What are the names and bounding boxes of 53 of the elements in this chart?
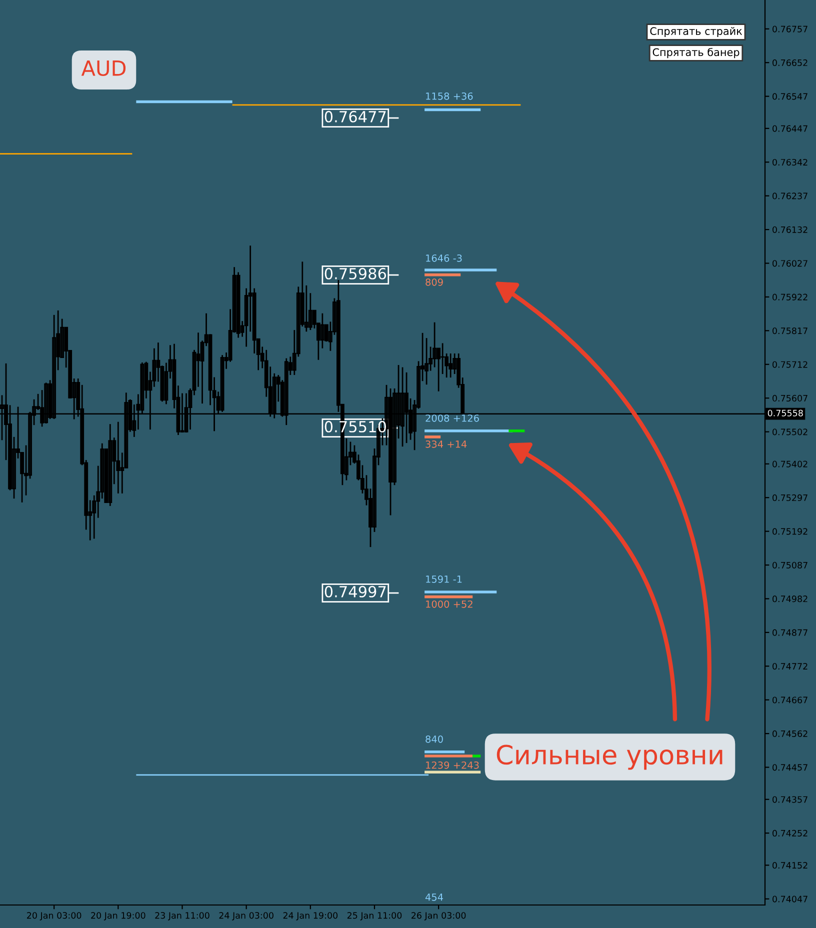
y-tick-label: 0.76237 — [772, 192, 808, 200]
y-tick-label: 0.76027 — [772, 260, 808, 267]
y-tick-label: 0.76547 — [772, 93, 808, 100]
y-tick-label: 0.74982 — [772, 596, 808, 602]
x-tick-label: 25 Jan 11:00 — [347, 912, 402, 920]
annotation: 0.75510 — [324, 420, 386, 432]
annotation: 1158 +36 — [426, 92, 473, 100]
annotation: 1000 +52 — [426, 600, 472, 608]
x-tick-label: 24 Jan 03:00 — [219, 912, 274, 920]
annotation: 1591 -1 — [426, 575, 462, 583]
y-tick-label: 0.75087 — [772, 562, 808, 568]
y-tick-label: 0.76342 — [772, 158, 808, 166]
annotation: AUD — [81, 60, 126, 76]
x-tick-label: 24 Jan 19:00 — [283, 912, 338, 920]
y-tick-label: 0.75607 — [772, 394, 808, 402]
y-tick-label: 0.74562 — [772, 730, 808, 738]
annotation: 840 — [426, 735, 443, 743]
annotation: Сильные уровни — [496, 744, 722, 770]
y-tick-label: 0.75817 — [772, 327, 808, 334]
annotation: 1646 -3 — [426, 254, 462, 262]
annotation: 334 +14 — [426, 440, 467, 448]
x-tick-label: 26 Jan 03:00 — [412, 912, 466, 920]
y-tick-label: 0.76132 — [772, 226, 808, 233]
y-tick-label: 0.75922 — [772, 294, 808, 300]
annotation: 0.75986 — [324, 268, 386, 280]
y-tick-label: 0.74047 — [772, 896, 808, 902]
y-tick-label: 0.75712 — [772, 361, 808, 368]
y-tick-label: 0.76757 — [772, 26, 808, 32]
y-tick-label: 0.74357 — [772, 796, 808, 803]
y-tick-label: 0.74772 — [772, 662, 808, 670]
y-tick-label: 0.74152 — [772, 862, 808, 869]
ref-line-label: 0.75558 — [768, 410, 803, 416]
annotation: 1239 +243 — [426, 761, 479, 769]
y-tick-label: 0.75402 — [772, 460, 808, 468]
annotation: 0.74997 — [324, 586, 386, 598]
y-tick-label: 0.74667 — [772, 696, 808, 704]
annotation: 2008 +126 — [426, 414, 479, 422]
y-tick-label: 0.74252 — [772, 830, 808, 837]
annotation: Спрятать страйк — [650, 27, 742, 38]
x-tick-label: 20 Jan 03:00 — [27, 912, 82, 920]
y-tick-label: 0.74877 — [772, 629, 808, 636]
y-tick-label: 0.75297 — [772, 494, 808, 502]
y-tick-label: 0.76652 — [772, 59, 808, 66]
y-tick-label: 0.74457 — [772, 764, 808, 771]
x-tick-label: 23 Jan 11:00 — [155, 912, 210, 920]
annotation: Спрятать банер — [652, 48, 740, 58]
y-tick-label: 0.76447 — [772, 125, 808, 132]
annotation: 454 — [425, 894, 444, 901]
y-tick-label: 0.75192 — [772, 528, 808, 535]
y-tick-label: 0.75502 — [772, 428, 808, 436]
annotation: 0.76477 — [324, 110, 386, 122]
annotation: 809 — [426, 278, 443, 286]
x-tick-label: 20 Jan 19:00 — [91, 912, 146, 920]
